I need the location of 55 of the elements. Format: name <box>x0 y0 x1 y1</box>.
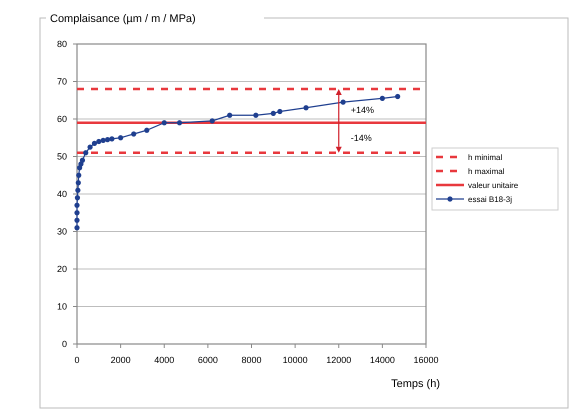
y-tick-label: 0 <box>62 339 67 350</box>
x-tick-label: 2000 <box>110 355 131 365</box>
point <box>100 138 106 143</box>
point <box>118 135 124 140</box>
point <box>303 105 309 110</box>
point <box>131 131 136 137</box>
point <box>76 180 81 186</box>
point <box>277 108 282 114</box>
y-tick-label: 60 <box>56 114 67 124</box>
legend-label: essai B18-3j <box>468 194 512 204</box>
point <box>74 218 80 223</box>
y-tick-label: 50 <box>56 152 67 162</box>
x-tick-label: 10000 <box>282 355 308 365</box>
point <box>162 120 167 126</box>
x-tick-label: 0 <box>74 355 80 365</box>
point <box>75 188 80 193</box>
point <box>210 118 215 124</box>
point <box>109 136 114 142</box>
point <box>92 140 98 146</box>
point <box>74 195 80 200</box>
y-tick-label: 30 <box>56 226 67 237</box>
point <box>176 120 182 126</box>
point <box>87 144 93 150</box>
point <box>83 150 88 156</box>
point <box>340 100 346 105</box>
point <box>76 172 82 178</box>
x-tick-label: 12000 <box>326 355 352 365</box>
legend-label: h maximal <box>468 166 505 176</box>
legend-label: h minimal <box>468 152 502 162</box>
point <box>74 210 80 216</box>
point <box>270 110 276 116</box>
point <box>227 112 232 118</box>
point <box>253 112 258 118</box>
x-tick-label: 8000 <box>241 355 262 365</box>
y-tick-label: 80 <box>56 39 67 50</box>
annotation: +14% <box>350 105 374 116</box>
x-tick-label: 14000 <box>370 355 395 365</box>
point <box>380 96 385 101</box>
x-tick-label: 4000 <box>154 355 174 365</box>
point <box>395 94 400 100</box>
point <box>74 202 80 208</box>
point <box>80 158 86 163</box>
y-tick-label: 20 <box>56 264 67 274</box>
y-tick-label: 70 <box>56 76 67 87</box>
point <box>74 225 80 230</box>
x-tick-label: 16000 <box>413 355 439 365</box>
annotation: -14% <box>350 132 372 143</box>
x-axis-title: Temps (h) <box>391 378 440 390</box>
legend-label: valeur unitaire <box>468 180 519 190</box>
y-axis-title: Complaisance (µm / m / MPa) <box>50 13 196 25</box>
y-tick-label: 40 <box>56 189 67 200</box>
y-tick-label: 10 <box>56 302 67 312</box>
point <box>104 137 110 142</box>
point <box>144 128 150 133</box>
x-tick-label: 6000 <box>198 355 218 365</box>
